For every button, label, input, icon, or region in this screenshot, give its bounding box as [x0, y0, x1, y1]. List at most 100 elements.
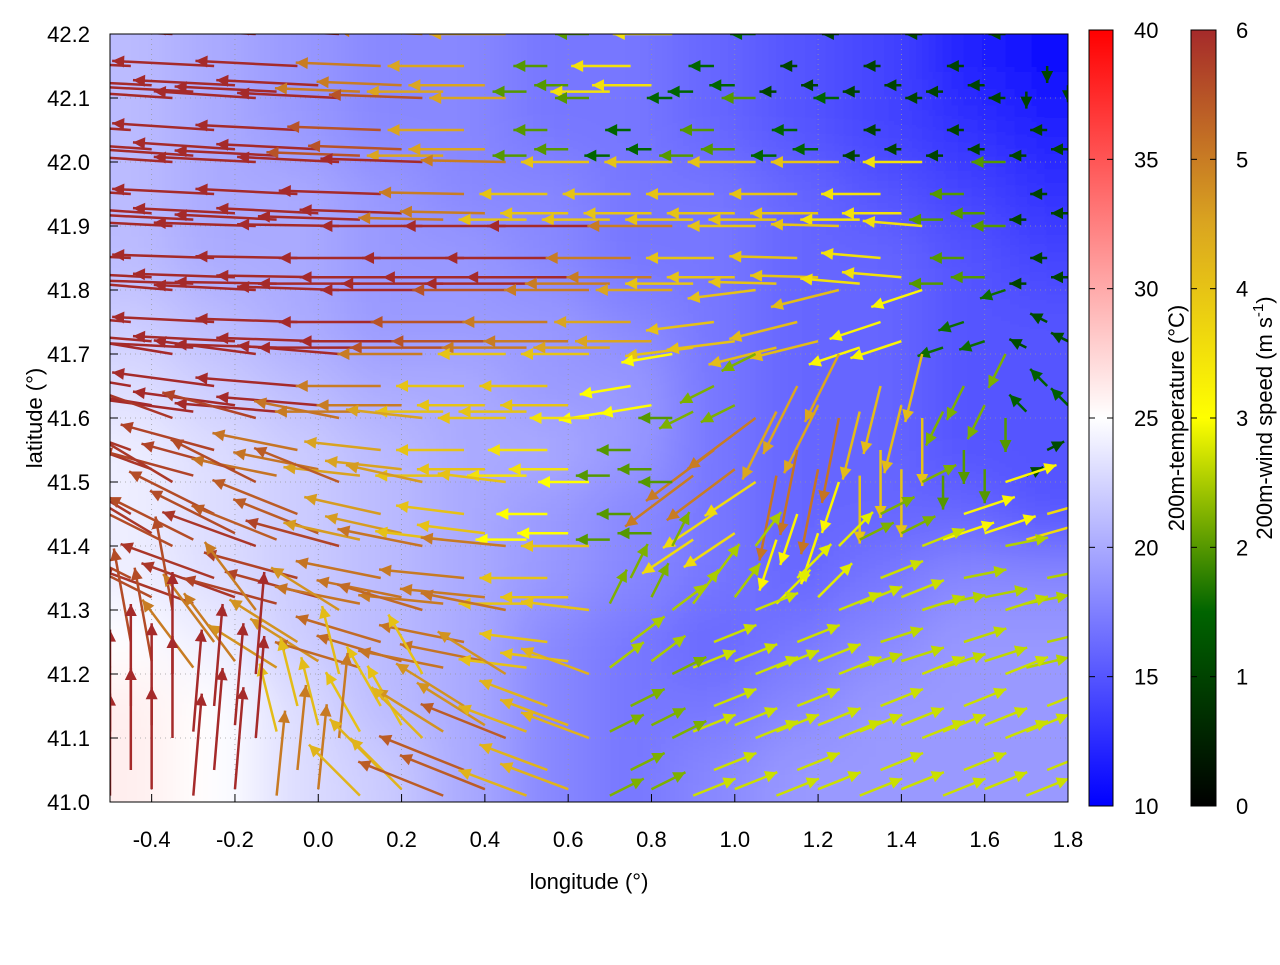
arrow-head [980, 520, 995, 533]
wind-arrow [1050, 331, 1068, 344]
wind-arrow [110, 92, 173, 100]
arrow-head [638, 476, 651, 488]
colorbar-tick-label: 5 [1236, 147, 1248, 172]
arrow-head [382, 271, 395, 284]
wind-arrow [1072, 156, 1089, 168]
wind-arrow [191, 455, 277, 477]
arrow-head [722, 777, 736, 789]
wind-arrow [520, 597, 590, 612]
wind-arrow [770, 156, 839, 168]
wind-arrow [984, 645, 1028, 663]
arrow-head [808, 355, 823, 367]
arrow-shaft [110, 496, 194, 541]
temperature-colorbar-ticks: 10 15 20 25 30 35 40 [1089, 18, 1158, 819]
arrow-shaft [478, 679, 548, 708]
arrow-head [320, 220, 333, 232]
arrow-shaft [420, 702, 507, 740]
arrow-head [424, 277, 437, 290]
wind-arrow [608, 569, 628, 605]
arrow-head [571, 60, 584, 72]
wind-arrow [801, 79, 819, 92]
arrow-head [50, 201, 62, 213]
arrow-head [1055, 591, 1068, 604]
arrow-head [853, 531, 866, 544]
arrow-shaft [228, 598, 299, 644]
wind-arrow [979, 288, 1006, 301]
wind-arrow [228, 598, 299, 644]
arrow-head [110, 548, 122, 562]
wind-arrow [666, 271, 735, 284]
wind-arrow [988, 92, 1006, 104]
arrow-head [379, 621, 392, 634]
arrow-head [420, 154, 433, 167]
arrow-head [295, 57, 308, 70]
arrow-head [295, 380, 308, 392]
arrow-head [166, 636, 179, 648]
wind-arrow [901, 645, 945, 663]
wind-arrow [666, 468, 736, 522]
wind-arrow [120, 542, 215, 580]
colorbar-tick-label: 30 [1134, 277, 1158, 302]
arrow-head [308, 140, 321, 153]
wind-arrow [253, 397, 340, 420]
wind-arrow [703, 480, 757, 518]
x-axis-label: longitude (°) [530, 869, 649, 894]
wind-arrow [1025, 713, 1068, 733]
wind-arrow [987, 353, 1007, 389]
arrow-head [513, 60, 526, 72]
arrow-head [325, 672, 338, 686]
temperature-cell [110, 674, 174, 739]
wind-arrow [671, 719, 707, 740]
wind-arrow [841, 267, 902, 280]
arrow-shaft [741, 411, 778, 481]
arrow-head [554, 316, 567, 328]
arrow-head [704, 504, 718, 516]
temperature-cell [422, 738, 507, 802]
colorbar-tick-label: 10 [1134, 794, 1158, 819]
arrow-head [112, 311, 125, 324]
arrow-head [1013, 707, 1028, 719]
arrow-head [930, 707, 944, 719]
wind-arrow [984, 585, 1028, 599]
wind-arrow [921, 655, 966, 676]
arrow-head [362, 252, 375, 264]
wind-arrow [984, 514, 1037, 535]
arrow-head [841, 267, 855, 280]
arrow-head [645, 323, 659, 335]
wind-arrow [110, 629, 116, 732]
arrow-head [132, 387, 146, 400]
wind-arrow [629, 615, 666, 643]
arrow-head [283, 519, 297, 532]
wind-arrow [237, 87, 340, 100]
arrow-head [950, 207, 963, 220]
arrow-head [666, 207, 679, 220]
wind-arrow [645, 252, 714, 264]
temperature-colorbar-label: 200m-temperature (°C) [1164, 305, 1189, 531]
arrow-shaft [237, 91, 340, 100]
arrow-head [379, 734, 393, 747]
arrow-head [730, 34, 743, 40]
arrow-head [162, 389, 176, 402]
wind-arrow [733, 562, 762, 598]
wind-arrow [174, 398, 277, 413]
arrow-shaft [370, 686, 424, 739]
arrow-head [216, 74, 229, 87]
wind-arrow [688, 60, 714, 72]
arrow-head [91, 337, 103, 349]
arrow-head [621, 354, 635, 367]
arrow-head [513, 124, 526, 136]
y-tick-label: 41.1 [47, 726, 90, 751]
arrow-head [862, 215, 876, 228]
arrow-head [437, 631, 452, 643]
arrow-head [517, 527, 530, 540]
arrow-shaft [212, 603, 224, 707]
arrow-shaft [304, 440, 381, 452]
arrow-shaft [358, 216, 444, 221]
wind-arrow [900, 707, 945, 727]
temperature-cell [672, 738, 757, 802]
wind-arrow [734, 643, 778, 663]
arrow-head [1118, 656, 1131, 667]
arrow-head [967, 79, 980, 92]
colorbar-tick-label: 25 [1134, 406, 1158, 431]
arrow-head [420, 532, 434, 545]
